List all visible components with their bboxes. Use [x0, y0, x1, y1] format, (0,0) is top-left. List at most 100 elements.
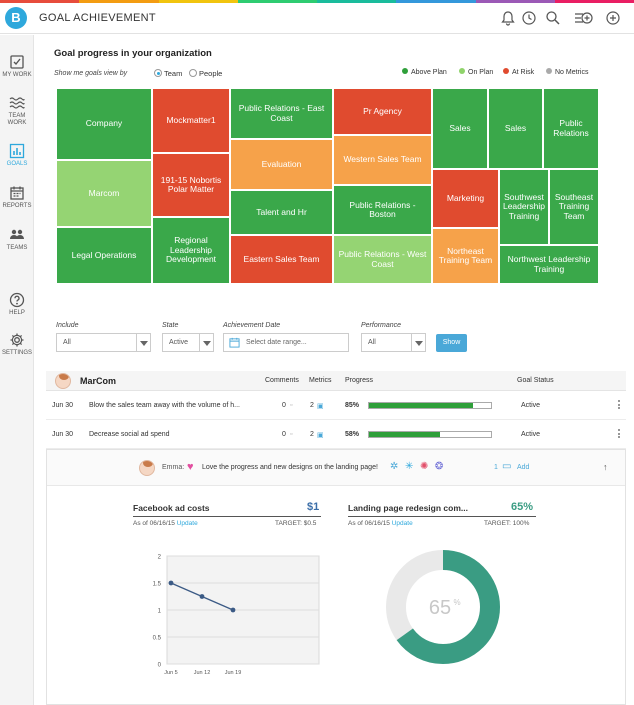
metric-donut-chart: 65% — [386, 550, 500, 664]
include-select[interactable]: All — [56, 333, 151, 352]
treemap-tile-southeast-training[interactable]: Southeast Training Team — [549, 169, 599, 245]
goal-metrics: 2 — [310, 431, 314, 438]
update-link[interactable]: Update — [391, 520, 413, 527]
search-icon[interactable] — [545, 10, 561, 26]
treemap-tile-mockmatter1[interactable]: Mockmatter1 — [152, 88, 230, 153]
col-goal-status: Goal Status — [517, 377, 554, 384]
add-circle-icon[interactable] — [605, 10, 621, 26]
people-icon — [10, 229, 24, 239]
add-list-icon[interactable] — [574, 10, 594, 26]
treemap-tile-northeast-training[interactable]: Northeast Training Team — [432, 228, 499, 284]
more-options-icon[interactable] — [618, 429, 621, 440]
stripe-segment — [237, 0, 317, 3]
treemap-tile-legal-operations[interactable]: Legal Operations — [56, 227, 152, 284]
view-by-team-radio[interactable]: Team — [154, 69, 182, 78]
legend-above-plan: Above Plan — [402, 68, 447, 76]
view-by-people-radio[interactable]: People — [189, 69, 222, 78]
goal-treemap: Company Marcom Legal Operations Mockmatt… — [56, 88, 599, 284]
treemap-tile-pr-west-coast[interactable]: Public Relations - West Coast — [333, 235, 432, 284]
date-range-placeholder: Select date range... — [246, 339, 307, 346]
legend-label: No Metrics — [555, 69, 589, 76]
sidebar-item-reports[interactable]: REPORTS — [0, 185, 34, 210]
metrics-icon[interactable]: ▣ — [317, 432, 324, 439]
add-comment-link[interactable]: Add — [517, 464, 530, 471]
x-tick-label: Jun 19 — [225, 670, 242, 676]
treemap-tile-western-sales[interactable]: Western Sales Team — [333, 135, 432, 185]
radio-dot — [189, 69, 197, 77]
chevron-down-icon — [411, 334, 425, 351]
sidebar-item-my-work[interactable]: MY WORK — [0, 54, 34, 79]
sidebar-item-label: TEAM — [8, 113, 26, 119]
goal-title[interactable]: Decrease social ad spend — [89, 431, 170, 438]
performance-select[interactable]: All — [361, 333, 426, 352]
progress-bar — [368, 431, 492, 438]
data-point — [230, 607, 236, 613]
performance-value: All — [368, 339, 376, 346]
comment-icon[interactable]: ▭ — [502, 461, 512, 472]
treemap-tile-sales-1[interactable]: Sales — [432, 88, 488, 169]
metric-title[interactable]: Facebook ad costs — [133, 503, 210, 513]
gear-icon — [10, 333, 24, 347]
goal-status: Active — [521, 402, 541, 409]
clock-icon[interactable] — [521, 10, 537, 26]
sidebar-item-label: SETTINGS — [1, 350, 32, 356]
treemap-tile-company[interactable]: Company — [56, 88, 152, 160]
goal-progress: 58% — [345, 431, 360, 438]
calendar-icon — [229, 337, 240, 348]
table-row[interactable]: Jun 30 Decrease social ad spend 0 ▫ 2 ▣ … — [46, 421, 626, 449]
radio-label: Team — [164, 69, 183, 78]
update-link[interactable]: Update — [176, 520, 198, 527]
include-value: All — [63, 339, 71, 346]
show-button[interactable]: Show — [436, 334, 467, 352]
sidebar-item-label: REPORTS — [2, 203, 32, 209]
progress-bar-fill — [369, 403, 473, 408]
as-of-date: As of 06/16/15 — [348, 520, 390, 527]
treemap-tile-marketing[interactable]: Marketing — [432, 169, 499, 228]
treemap-tile-sales-2[interactable]: Sales — [488, 88, 543, 169]
sidebar: MY WORK TEAM WORK GOALS REPORTS TEAMS HE… — [0, 35, 34, 705]
treemap-tile-public-relations[interactable]: Public Relations — [543, 88, 599, 169]
checkbox-icon — [10, 55, 24, 69]
treemap-tile-marcom[interactable]: Marcom — [56, 160, 152, 227]
treemap-tile-northwest-leadership[interactable]: Northwest Leadership Training — [499, 245, 599, 284]
legend-on-plan: On Plan — [459, 68, 493, 76]
treemap-tile-regional-leadership[interactable]: Regional Leadership Development — [152, 217, 230, 284]
metric-line-chart: 0 0.5 1 1.5 2 Jun 5 Jun 12 Jun 19 — [153, 555, 320, 676]
comment-icon[interactable]: ▫ — [290, 402, 293, 409]
collapse-icon[interactable]: ↑ — [603, 462, 608, 472]
treemap-tile-southwest-leadership[interactable]: Southwest Leadership Training — [499, 169, 549, 245]
bell-icon[interactable] — [500, 10, 516, 26]
treemap-tile-evaluation[interactable]: Evaluation — [230, 139, 333, 190]
sidebar-item-goals[interactable]: GOALS — [0, 143, 34, 168]
sidebar-item-team-work[interactable]: TEAM WORK — [0, 95, 34, 127]
legend-swatch — [546, 68, 552, 74]
date-range-input[interactable]: Select date range... — [223, 333, 349, 352]
sidebar-item-label: HELP — [9, 310, 25, 316]
sidebar-item-teams[interactable]: TEAMS — [0, 227, 34, 252]
more-options-icon[interactable] — [618, 400, 621, 411]
firework-icon: ✲ — [390, 461, 399, 472]
sidebar-item-help[interactable]: HELP — [0, 292, 34, 317]
metric-title[interactable]: Landing page redesign com... — [348, 503, 468, 513]
stripe-segment — [0, 0, 80, 3]
col-metrics: Metrics — [309, 377, 332, 384]
table-row[interactable]: Jun 30 Blow the sales team away with the… — [46, 392, 626, 420]
metrics-icon[interactable]: ▣ — [317, 403, 324, 410]
treemap-tile-talent-and-hr[interactable]: Talent and Hr — [230, 190, 333, 235]
goal-title[interactable]: Blow the sales team away with the volume… — [89, 402, 240, 409]
sidebar-item-label: GOALS — [6, 161, 28, 167]
comment-icon[interactable]: ▫ — [290, 431, 293, 438]
metric-target: TARGET: 100% — [484, 520, 530, 527]
help-icon — [9, 292, 25, 308]
treemap-tile-pr-east-coast[interactable]: Public Relations - East Coast — [230, 88, 333, 139]
treemap-tile-nobortis-polar-matter[interactable]: 191-15 Nobortis Polar Matter — [152, 153, 230, 217]
app-logo[interactable]: B — [5, 7, 27, 29]
data-point — [199, 594, 205, 599]
group-name[interactable]: MarCom — [80, 376, 117, 386]
treemap-tile-eastern-sales[interactable]: Eastern Sales Team — [230, 235, 333, 284]
sparkle-icon: ✳ — [405, 461, 414, 472]
treemap-tile-pr-boston[interactable]: Public Relations - Boston — [333, 185, 432, 235]
state-select[interactable]: Active — [162, 333, 214, 352]
sidebar-item-settings[interactable]: SETTINGS — [0, 332, 34, 357]
treemap-tile-pr-agency[interactable]: Pr Agency — [333, 88, 432, 135]
